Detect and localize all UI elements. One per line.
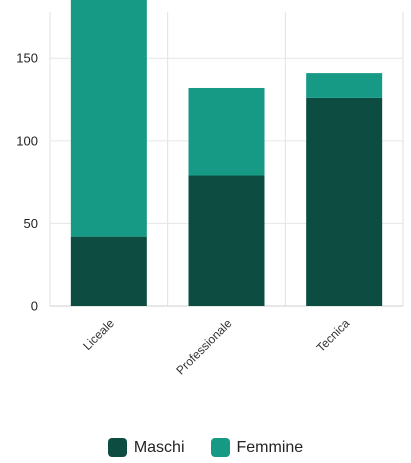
legend-item-femmine[interactable]: Femmine <box>210 438 304 457</box>
x-tick-label-liceale: Liceale <box>80 316 117 353</box>
bar-femmine-tecnica <box>306 73 383 98</box>
y-tick-label: 0 <box>31 299 38 314</box>
legend-item-maschi[interactable]: Maschi <box>107 438 185 457</box>
bar-femmine-professionale <box>188 87 265 176</box>
y-tick-label: 150 <box>16 51 38 66</box>
x-tick-label-professionale: Professionale <box>173 316 235 378</box>
legend-label-femmine: Femmine <box>236 438 304 456</box>
y-tick-label: 100 <box>16 133 38 148</box>
legend: Maschi Femmine <box>0 438 411 457</box>
legend-label-maschi: Maschi <box>133 438 185 456</box>
y-tick-label: 50 <box>24 216 38 231</box>
bar-maschi-tecnica <box>306 97 383 307</box>
legend-swatch-femmine <box>210 438 230 457</box>
bar-maschi-professionale <box>188 175 265 306</box>
bar-femmine-liceale <box>70 0 147 237</box>
legend-swatch-maschi <box>107 438 127 457</box>
bar-maschi-liceale <box>70 236 147 306</box>
stacked-bar-chart: 0 50 100 150 Liceale Professionale Tecnica <box>16 0 404 378</box>
x-tick-label-tecnica: Tecnica <box>314 316 353 355</box>
